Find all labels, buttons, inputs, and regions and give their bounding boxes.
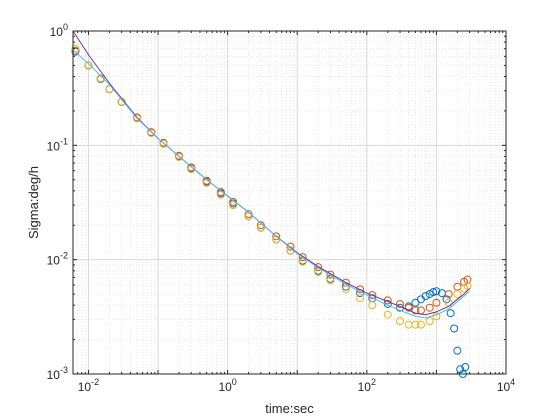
series-5-line (72, 49, 470, 319)
series-2-point (368, 291, 377, 300)
series-2-point (256, 221, 265, 230)
y-tick-label: 10-2 (47, 251, 68, 268)
tick-marks (72, 30, 507, 375)
series-3-point (356, 294, 365, 303)
series-3-point (326, 276, 335, 285)
tick-labels: 10-2 100 102 104 10-3 10-2 10-1 100 (47, 22, 516, 394)
series-1-point (450, 324, 459, 333)
series-1-point (461, 363, 470, 372)
x-tick-label: 102 (358, 377, 376, 394)
series-2-point (272, 232, 281, 241)
x-tick-label: 100 (218, 377, 236, 394)
x-tick-label: 10-2 (78, 377, 99, 394)
series-2-point (396, 299, 405, 308)
series-1-point (453, 346, 462, 355)
series-3-point (229, 201, 238, 210)
series-1-point (456, 365, 465, 374)
series-1-point (341, 282, 350, 291)
series-5 (72, 49, 470, 319)
series-2-point (71, 46, 80, 55)
y-tick-label: 10-3 (47, 365, 68, 382)
series-3-point (396, 317, 405, 326)
series-3-point (368, 301, 377, 310)
series-3-point (453, 290, 462, 299)
series-2-point (411, 306, 420, 315)
series-3-point (314, 268, 323, 276)
series-2-point (202, 176, 211, 185)
series-3-point (133, 114, 142, 123)
series-2-point (404, 303, 413, 312)
series-2-point (326, 270, 335, 279)
series-2-point (432, 298, 441, 307)
series-2-point (444, 290, 453, 299)
y-tick-label: 100 (50, 22, 68, 39)
y-tick-label: 10-1 (47, 136, 68, 153)
axes-box (72, 30, 507, 375)
series-3-point (411, 320, 420, 329)
series-3-point (463, 281, 472, 290)
series-3-point (256, 223, 265, 232)
series-3 (71, 44, 472, 329)
y-axis-label: Sigma:deg/h (26, 166, 41, 239)
series-3-point (159, 139, 168, 148)
series-1-point (421, 292, 430, 301)
plot-area (73, 31, 506, 374)
series-3-point (341, 285, 350, 294)
series-2-point (314, 263, 323, 272)
series-2-point (229, 197, 238, 206)
series-3-point (174, 153, 183, 162)
series-1-point (446, 309, 455, 318)
minor-grid (72, 31, 506, 374)
series-3-point (383, 310, 392, 319)
series-2-point (244, 210, 253, 219)
series-3-point (147, 129, 156, 138)
x-tick-label: 104 (497, 377, 515, 394)
series-2-point (216, 188, 225, 197)
series-3-point (84, 61, 93, 70)
series-3-point (298, 257, 307, 266)
series-3-point (416, 320, 425, 329)
series-2-point (425, 303, 434, 312)
series-2-point (463, 275, 472, 284)
series-2-point (298, 253, 307, 262)
series-3-point (425, 317, 434, 326)
series-3-point (96, 74, 105, 83)
series-1-point (432, 287, 441, 296)
x-axis-label: time:sec (265, 401, 314, 416)
series-layer (71, 30, 472, 378)
series-1-point (429, 288, 438, 297)
series-2-point (286, 242, 295, 251)
